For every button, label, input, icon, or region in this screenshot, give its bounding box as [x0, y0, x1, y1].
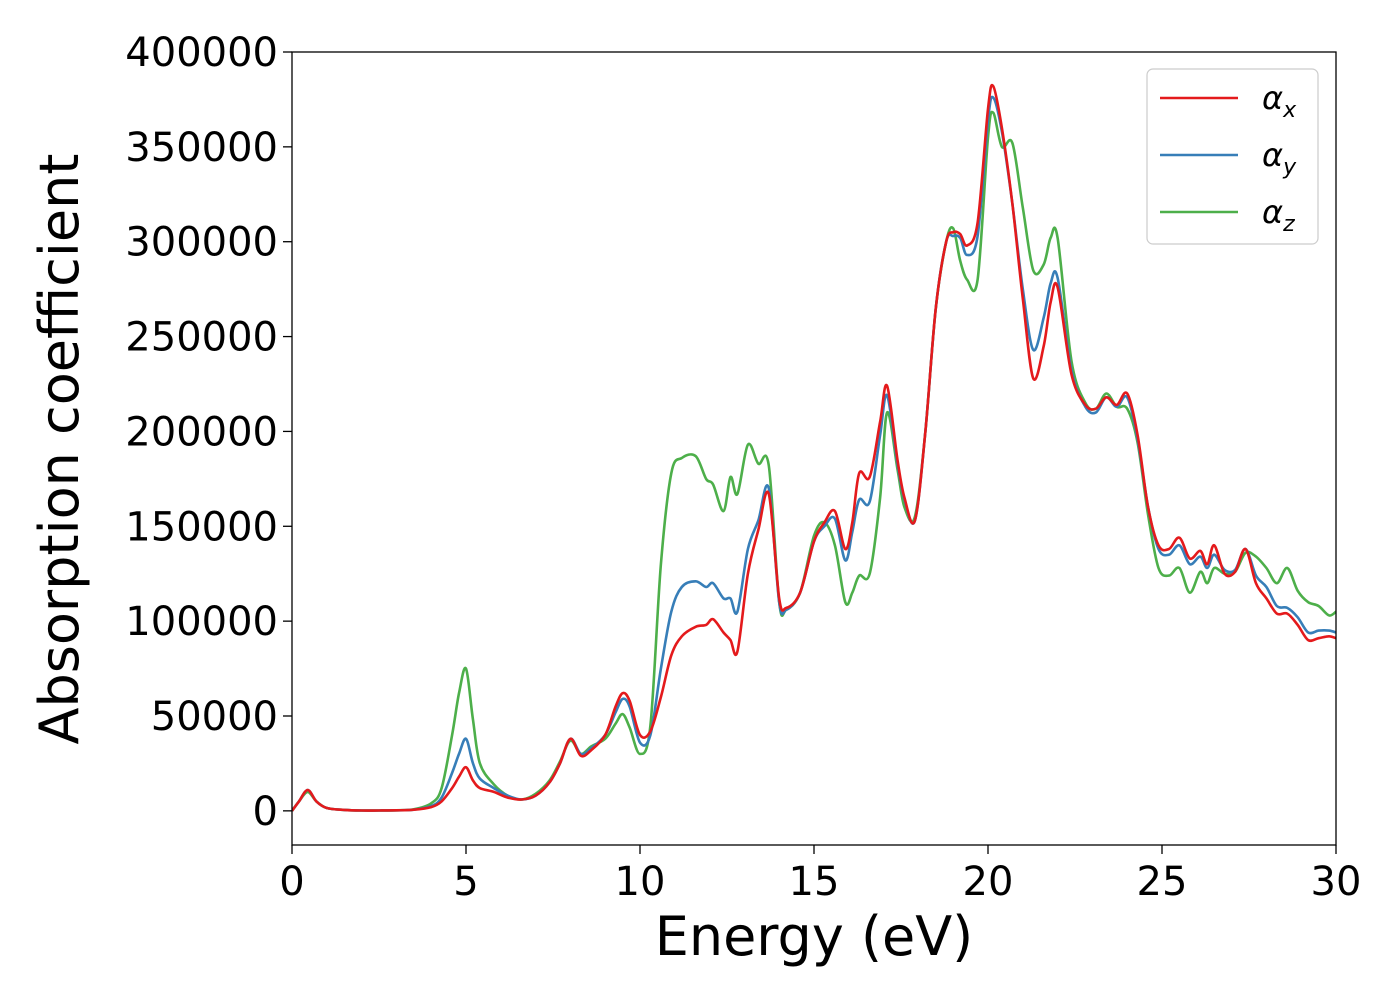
x-axis-title: Energy (eV)	[655, 905, 974, 968]
y-tick-label: 150000	[125, 504, 278, 550]
series-line-y	[292, 95, 1336, 812]
x-tick-label: 0	[279, 859, 304, 905]
y-tick-label: 50000	[151, 694, 278, 740]
legend: αx αy αz	[1146, 68, 1319, 245]
legend-label-x: αx	[1262, 79, 1297, 123]
y-tick-label: 200000	[125, 409, 278, 455]
y-tick-label: 100000	[125, 599, 278, 645]
legend-label-y: αy	[1262, 136, 1297, 180]
legend-box	[1146, 68, 1319, 245]
x-tick-label: 25	[1137, 859, 1188, 905]
y-tick-label: 300000	[125, 220, 278, 266]
legend-label-z: αz	[1262, 193, 1295, 237]
x-tick-label: 15	[789, 859, 840, 905]
y-tick-label: 0	[253, 789, 278, 835]
x-tick-label: 10	[615, 859, 666, 905]
x-axis: 0 5 10 15 20 25 30	[279, 845, 1361, 905]
x-tick-label: 30	[1311, 859, 1362, 905]
y-axis-title: Absorption coefficient	[28, 154, 91, 745]
series-line-x	[292, 83, 1336, 812]
series-line-z	[292, 110, 1336, 812]
x-tick-label: 5	[453, 859, 478, 905]
series-layer	[292, 83, 1336, 812]
y-axis: 0 50000 100000 150000 200000 250000 300000 3500…	[125, 30, 292, 835]
y-tick-label: 350000	[125, 125, 278, 171]
x-tick-label: 20	[963, 859, 1014, 905]
y-tick-label: 250000	[125, 315, 278, 361]
y-tick-label: 400000	[125, 30, 278, 76]
